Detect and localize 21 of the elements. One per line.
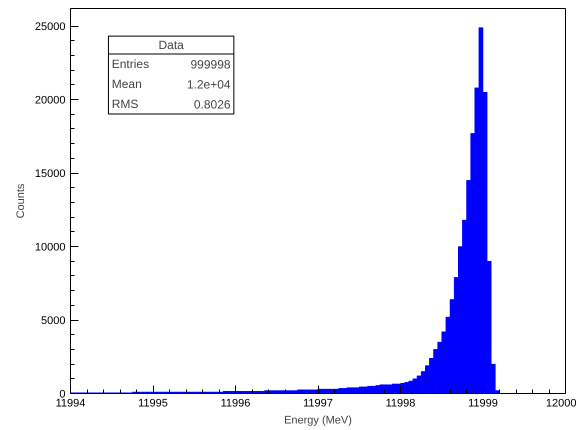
x-tick-label: 11996 bbox=[220, 398, 250, 410]
annotation: 1.2e+04 bbox=[186, 78, 231, 92]
annotation: Mean bbox=[112, 77, 142, 92]
annotation: 0.8026 bbox=[194, 98, 231, 112]
y-axis-title: Counts bbox=[14, 183, 27, 218]
y-tick-label: 10000 bbox=[34, 242, 66, 254]
y-tick-label: 5000 bbox=[41, 315, 66, 328]
x-tick-label: 11995 bbox=[138, 398, 168, 410]
x-tick-label: 11997 bbox=[303, 398, 333, 410]
x-axis-title: Energy (MeV) bbox=[284, 414, 352, 426]
y-tick-label: 20000 bbox=[34, 94, 66, 107]
x-tick-label: 12000 bbox=[546, 398, 576, 410]
annotation: 999998 bbox=[190, 58, 231, 72]
annotation: Entries bbox=[112, 57, 150, 72]
x-tick-label: 11999 bbox=[468, 398, 498, 410]
x-tick-label: 11998 bbox=[386, 398, 416, 410]
annotation: RMS bbox=[112, 97, 138, 112]
y-tick-label: 25000 bbox=[34, 21, 66, 34]
annotation: Data bbox=[158, 38, 184, 52]
y-tick-label: 15000 bbox=[34, 168, 66, 180]
x-tick-label: 11994 bbox=[56, 398, 86, 410]
